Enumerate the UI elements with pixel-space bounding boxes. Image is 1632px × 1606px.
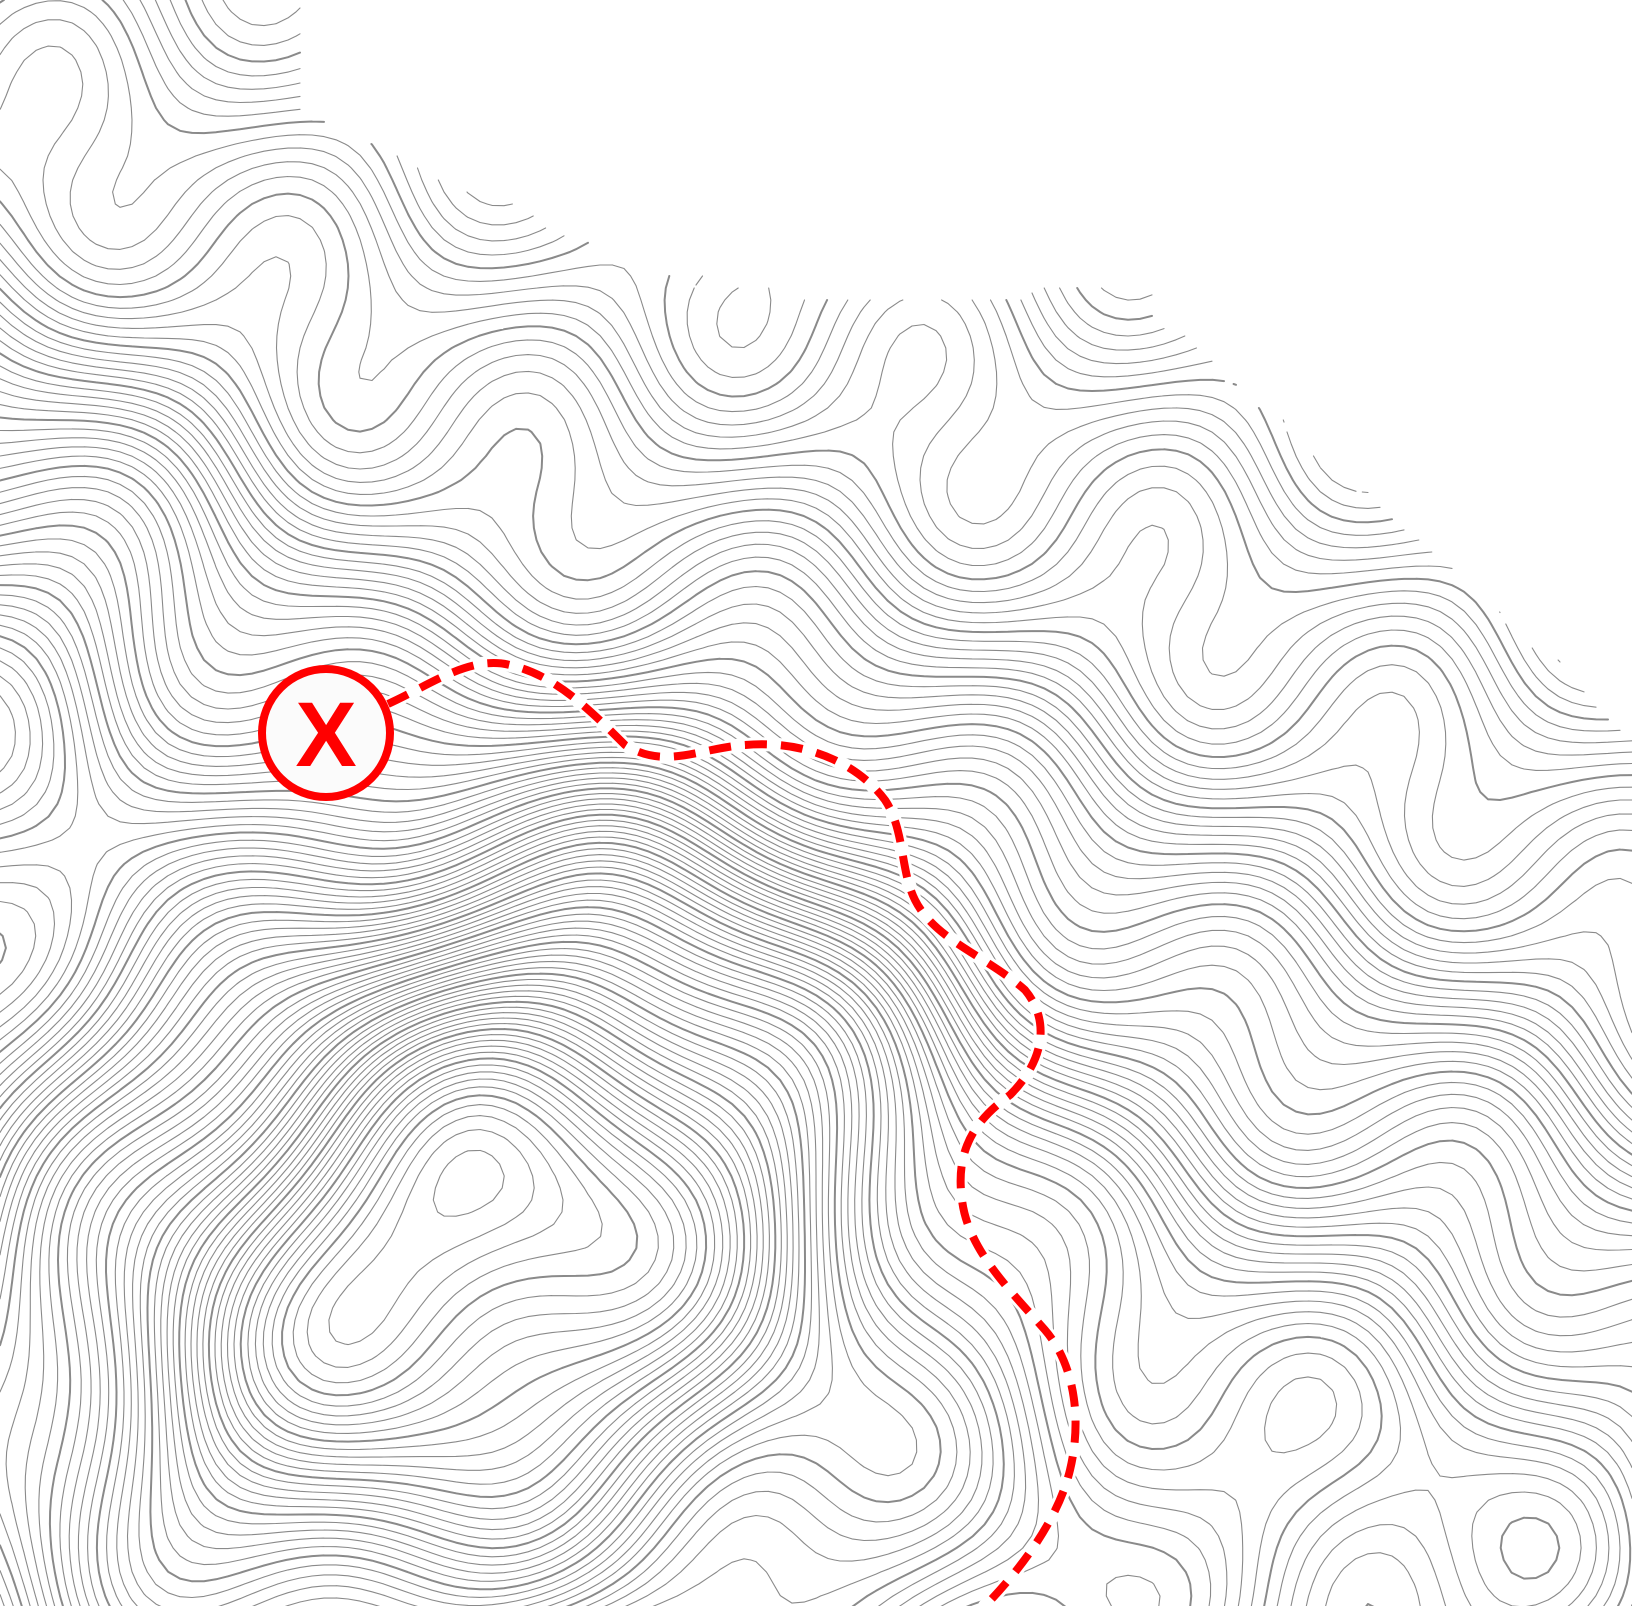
contour-line bbox=[0, 624, 1632, 1368]
contour-line bbox=[0, 0, 1405, 536]
contour-line bbox=[0, 391, 1632, 1060]
contour-line bbox=[196, 1017, 758, 1521]
contour-line bbox=[24, 892, 1027, 1606]
contour-line bbox=[160, 984, 794, 1574]
contour-line bbox=[328, 1128, 535, 1346]
contour-line bbox=[184, 0, 1153, 321]
contour-line bbox=[0, 192, 1609, 721]
contour-line bbox=[0, 647, 1632, 1418]
contour-line bbox=[0, 538, 1632, 1224]
contour-line bbox=[0, 215, 1621, 732]
contour-line bbox=[0, 511, 1632, 1200]
contour-line bbox=[59, 913, 994, 1606]
contour-line bbox=[77, 927, 971, 1606]
contour-line bbox=[0, 660, 1632, 1442]
contour-line bbox=[222, 0, 301, 27]
contour-line bbox=[126, 960, 820, 1606]
contour-line bbox=[0, 314, 1632, 887]
contour-line bbox=[201, 0, 1153, 301]
contour-line bbox=[0, 274, 1632, 771]
contour-line bbox=[87, 934, 958, 1606]
contour-line bbox=[0, 813, 1632, 1606]
contour-line bbox=[172, 995, 782, 1558]
contour-line bbox=[178, 1000, 777, 1550]
contour-line bbox=[306, 1115, 564, 1368]
contour-line bbox=[0, 830, 1597, 1606]
contour-line bbox=[254, 1071, 687, 1426]
contour-line bbox=[0, 675, 1632, 1469]
contour-line bbox=[207, 1028, 746, 1498]
contour-line bbox=[0, 819, 1621, 1606]
contour-line bbox=[154, 0, 1186, 351]
contour-line bbox=[95, 940, 942, 1606]
contour-line bbox=[0, 19, 1561, 663]
contour-line bbox=[0, 487, 1632, 1178]
contour-line bbox=[0, 524, 1632, 1212]
contour-line bbox=[262, 1078, 675, 1417]
contour-line bbox=[139, 0, 1369, 494]
contour-line bbox=[0, 695, 1632, 1606]
contour-line bbox=[0, 352, 1632, 933]
contour-line bbox=[0, 866, 1212, 1606]
contour-line bbox=[0, 365, 1632, 944]
contour-line bbox=[153, 978, 800, 1582]
contour-line bbox=[0, 879, 1161, 1606]
contour-line bbox=[166, 990, 788, 1566]
contour-line bbox=[0, 45, 1585, 693]
contour-line bbox=[214, 1034, 738, 1485]
contour-line bbox=[68, 920, 983, 1606]
contour-line bbox=[281, 1094, 639, 1397]
marker-label: X bbox=[295, 684, 356, 786]
contour-line bbox=[0, 825, 1610, 1606]
contour-line bbox=[271, 1086, 659, 1407]
contour-line bbox=[0, 841, 1561, 1606]
contour-line bbox=[239, 1057, 708, 1443]
contour-line bbox=[0, 327, 1632, 905]
contour-line bbox=[226, 1045, 724, 1458]
contour-line bbox=[5, 886, 1040, 1606]
contour-line bbox=[0, 428, 1632, 1108]
contour-line bbox=[190, 1012, 764, 1531]
contour-line bbox=[432, 1149, 505, 1217]
contour-line bbox=[0, 287, 1632, 801]
contour-line bbox=[146, 972, 806, 1591]
contour-line bbox=[184, 1006, 770, 1540]
contour-line bbox=[0, 0, 1393, 524]
contour-line bbox=[0, 301, 1632, 861]
contour-line bbox=[0, 168, 1597, 708]
marker-circle bbox=[258, 665, 394, 801]
contour-line bbox=[233, 1051, 716, 1451]
contour-line bbox=[48, 906, 1005, 1606]
x-marker-icon[interactable]: X bbox=[258, 665, 394, 801]
contour-line bbox=[0, 259, 1632, 756]
contour-line bbox=[0, 464, 1632, 1156]
contour-line bbox=[202, 1022, 752, 1510]
contour-line bbox=[0, 437, 1632, 1121]
contour-line bbox=[247, 1064, 698, 1434]
route-dashed-line bbox=[386, 659, 1080, 1606]
contour-line bbox=[138, 967, 813, 1599]
trail-route bbox=[381, 656, 1083, 1606]
contour-line bbox=[0, 860, 1228, 1606]
contour-line bbox=[0, 340, 1632, 920]
contour-line bbox=[220, 1039, 731, 1471]
contour-line bbox=[122, 0, 1381, 509]
contour-line bbox=[0, 848, 1363, 1606]
contour-line bbox=[106, 947, 918, 1606]
contour-line bbox=[0, 242, 1632, 744]
contour-line bbox=[169, 0, 1165, 337]
contour-line bbox=[116, 954, 833, 1606]
contour-line bbox=[292, 1104, 603, 1384]
contour-line bbox=[0, 584, 1632, 1297]
contour-line bbox=[0, 872, 1193, 1606]
contour-line bbox=[0, 378, 1632, 1034]
contour-line bbox=[0, 836, 1582, 1606]
contour-line bbox=[38, 899, 1015, 1606]
